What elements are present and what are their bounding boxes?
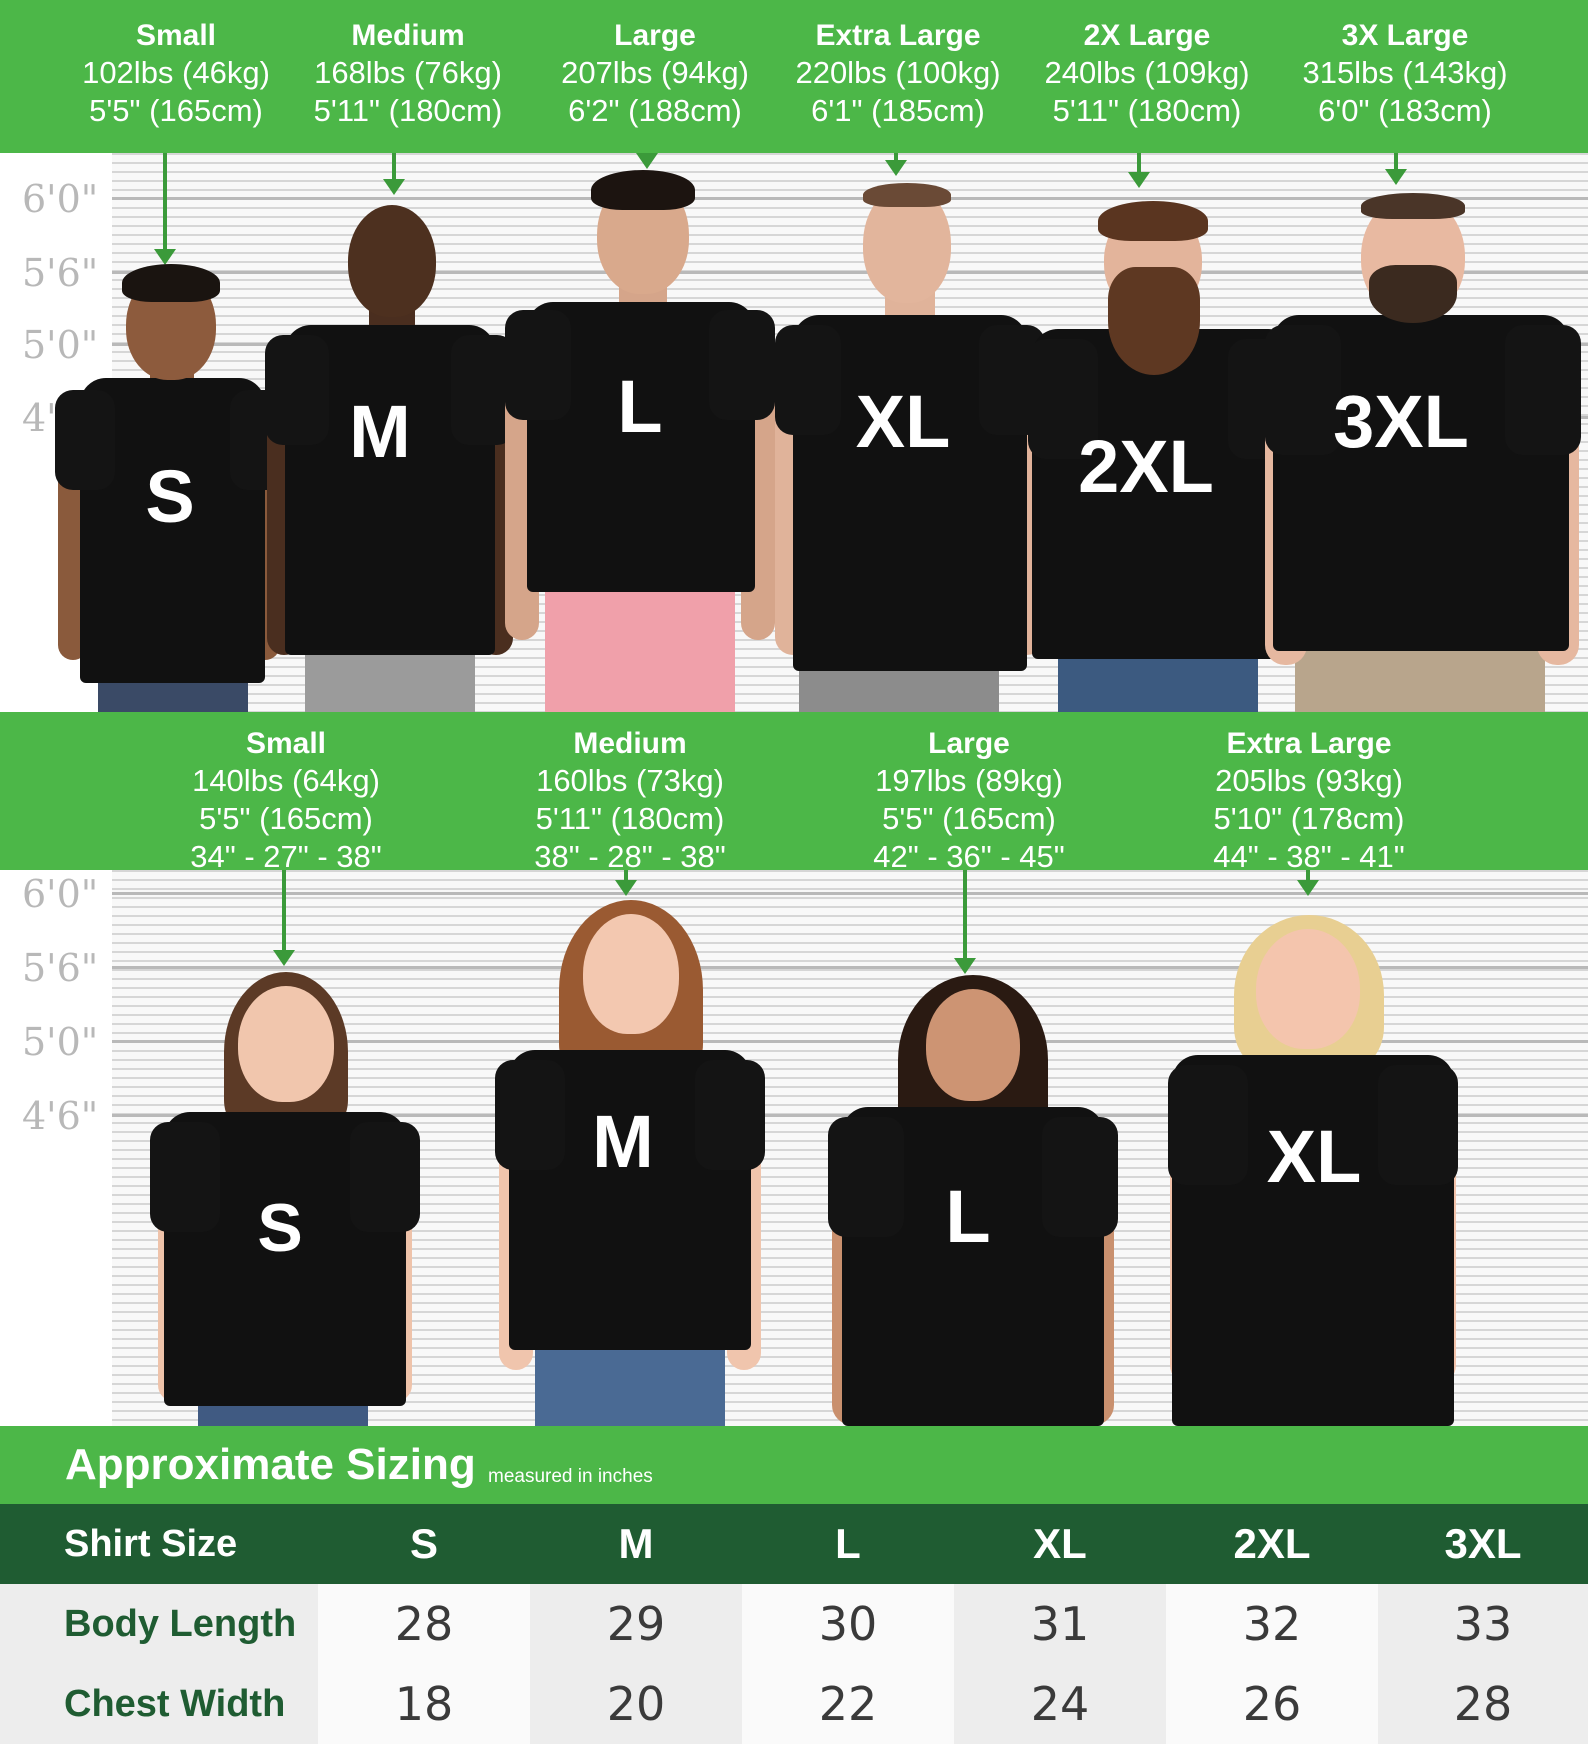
row-label: Chest Width bbox=[0, 1664, 318, 1744]
arrow-down-icon bbox=[273, 870, 295, 966]
column-header: L bbox=[742, 1504, 954, 1584]
table-cell: 28 bbox=[1378, 1664, 1588, 1744]
shirt-letter: L bbox=[945, 1175, 991, 1258]
column-header: 2XL bbox=[1166, 1504, 1378, 1584]
height-line-5-6 bbox=[112, 966, 1588, 969]
men-sizes-header: Small 102lbs (46kg) 5'5" (165cm) Medium … bbox=[0, 0, 1588, 153]
column-header: S bbox=[318, 1504, 530, 1584]
women-sizes-header: Small 140lbs (64kg) 5'5" (165cm) 34" - 2… bbox=[0, 712, 1588, 874]
height-line-6-0 bbox=[112, 892, 1588, 895]
height-line-5-0 bbox=[112, 1040, 1588, 1043]
table-cell: 18 bbox=[318, 1664, 530, 1744]
height-label: 6'0" bbox=[22, 177, 99, 221]
height-line-6-0 bbox=[112, 197, 1588, 200]
shirt-letter: M bbox=[592, 1100, 654, 1183]
arrow-down-icon bbox=[1128, 153, 1150, 188]
table-cell: 28 bbox=[318, 1584, 530, 1664]
men-size-extra-large: Extra Large 220lbs (100kg) 6'1" (185cm) bbox=[795, 19, 1001, 128]
row-label: Body Length bbox=[0, 1584, 318, 1664]
arrow-down-icon bbox=[1385, 153, 1407, 185]
height-label: 5'6" bbox=[22, 946, 99, 990]
height-label: 5'0" bbox=[22, 1020, 99, 1064]
shirt-letter: XL bbox=[1266, 1115, 1362, 1198]
table-cell: 20 bbox=[530, 1664, 742, 1744]
table-row: Chest Width 18 20 22 24 26 28 bbox=[0, 1664, 1588, 1744]
shirt-letter: XL bbox=[855, 380, 951, 463]
women-size-extra-large: Extra Large 205lbs (93kg) 5'10" (178cm) … bbox=[1213, 727, 1405, 874]
model-men-extra-large: XL bbox=[775, 183, 1045, 712]
women-size-medium: Medium 160lbs (73kg) 5'11" (180cm) 38" -… bbox=[534, 727, 726, 874]
table-header-row: Shirt Size S M L XL 2XL 3XL bbox=[0, 1504, 1588, 1584]
model-women-medium: M bbox=[495, 900, 765, 1426]
men-size-2x-large: 2X Large 240lbs (109kg) 5'11" (180cm) bbox=[1044, 19, 1250, 128]
table-cell: 29 bbox=[530, 1584, 742, 1664]
table-cell: 24 bbox=[954, 1664, 1166, 1744]
men-size-medium: Medium 168lbs (76kg) 5'11" (180cm) bbox=[313, 19, 503, 128]
model-men-medium: M bbox=[265, 205, 515, 712]
arrow-down-icon bbox=[885, 153, 907, 176]
men-size-large: Large 207lbs (94kg) 6'2" (188cm) bbox=[561, 19, 749, 128]
sizing-table: Shirt Size S M L XL 2XL 3XL Body Length … bbox=[0, 1504, 1588, 1744]
model-men-large: L bbox=[505, 170, 775, 712]
table-cell: 31 bbox=[954, 1584, 1166, 1664]
model-women-extra-large: XL bbox=[1168, 915, 1458, 1426]
column-header: M bbox=[530, 1504, 742, 1584]
column-header: XL bbox=[954, 1504, 1166, 1584]
shirt-letter: 3XL bbox=[1333, 380, 1469, 463]
sizing-header: Approximate Sizing measured in inches bbox=[0, 1426, 1588, 1504]
sizing-title: Approximate Sizing bbox=[65, 1440, 476, 1489]
women-height-labels: 6'0" 5'6" 5'0" 4'6" bbox=[0, 870, 112, 1426]
height-line-5-6 bbox=[112, 271, 1588, 274]
shirt-letter: S bbox=[257, 1190, 303, 1266]
men-size-small: Small 102lbs (46kg) 5'5" (165cm) bbox=[82, 19, 270, 128]
model-men-2x-large: 2XL bbox=[1028, 201, 1298, 712]
arrow-down-icon bbox=[1297, 870, 1319, 896]
height-label: 5'6" bbox=[22, 251, 99, 295]
shirt-letter: L bbox=[617, 365, 663, 448]
sizing-subtitle: measured in inches bbox=[488, 1466, 653, 1487]
arrow-down-icon bbox=[154, 153, 176, 265]
model-men-3x-large: 3XL bbox=[1265, 193, 1585, 712]
table-cell: 22 bbox=[742, 1664, 954, 1744]
arrow-down-icon bbox=[615, 870, 637, 896]
table-row: Body Length 28 29 30 31 32 33 bbox=[0, 1584, 1588, 1664]
arrow-down-icon bbox=[636, 153, 658, 169]
model-women-small: S bbox=[150, 972, 420, 1426]
table-cell: 32 bbox=[1166, 1584, 1378, 1664]
beard bbox=[1369, 265, 1457, 323]
height-label: 4'6" bbox=[22, 1094, 99, 1138]
women-size-small: Small 140lbs (64kg) 5'5" (165cm) 34" - 2… bbox=[190, 727, 382, 874]
table-cell: 33 bbox=[1378, 1584, 1588, 1664]
shirt-letter: S bbox=[145, 455, 195, 538]
arrow-down-icon bbox=[383, 153, 405, 195]
height-label: 5'0" bbox=[22, 323, 99, 367]
men-height-labels: 6'0" 5'6" 5'0" 4'6" bbox=[0, 153, 112, 713]
shirt-letter: 2XL bbox=[1078, 425, 1214, 508]
column-header: 3XL bbox=[1378, 1504, 1588, 1584]
table-cell: 30 bbox=[742, 1584, 954, 1664]
model-men-small: S bbox=[50, 260, 290, 712]
men-size-3x-large: 3X Large 315lbs (143kg) 6'0" (183cm) bbox=[1302, 19, 1508, 128]
model-women-large: L bbox=[828, 975, 1118, 1426]
arrow-down-icon bbox=[954, 870, 976, 974]
table-cell: 26 bbox=[1166, 1664, 1378, 1744]
women-size-large: Large 197lbs (89kg) 5'5" (165cm) 42" - 3… bbox=[873, 727, 1065, 874]
height-label: 6'0" bbox=[22, 872, 99, 916]
column-header: Shirt Size bbox=[0, 1504, 318, 1584]
shirt-letter: M bbox=[349, 390, 411, 473]
beard bbox=[1108, 267, 1200, 375]
